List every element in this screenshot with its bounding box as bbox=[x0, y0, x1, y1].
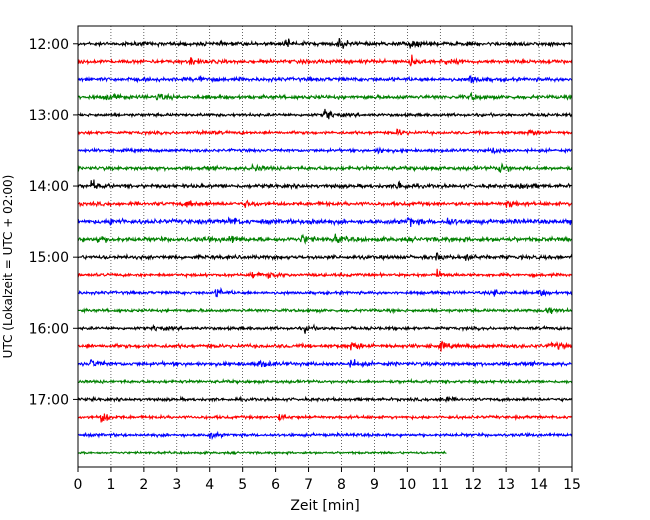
trace-1645 bbox=[77, 377, 573, 386]
trace-1445 bbox=[77, 233, 573, 245]
trace-1315 bbox=[77, 128, 573, 137]
trace-1715 bbox=[77, 413, 572, 423]
x-tick-label: 9 bbox=[370, 477, 379, 493]
trace-1245 bbox=[77, 91, 573, 102]
x-tick-label: 0 bbox=[74, 477, 83, 493]
x-tick-label: 5 bbox=[238, 477, 247, 493]
trace-1745 bbox=[77, 450, 447, 456]
x-ticks: 0 1 2 3 4 5 6 7 8 9 10 11 12 13 14 15 bbox=[74, 467, 581, 493]
x-tick-label: 1 bbox=[106, 477, 115, 493]
y-tick-label: 12:00 bbox=[29, 37, 69, 53]
trace-1330 bbox=[77, 146, 573, 155]
x-axis-label: Zeit [min] bbox=[290, 498, 359, 514]
x-tick-label: 15 bbox=[563, 477, 581, 493]
y-tick-label: 17:00 bbox=[29, 392, 69, 408]
y-tick-label: 13:00 bbox=[29, 108, 69, 124]
y-tick-label: 15:00 bbox=[29, 250, 69, 266]
x-tick-label: 7 bbox=[304, 477, 313, 493]
x-tick-label: 14 bbox=[530, 477, 548, 493]
trace-1415 bbox=[77, 199, 572, 208]
x-tick-label: 11 bbox=[431, 477, 449, 493]
x-tick-label: 10 bbox=[398, 477, 416, 493]
x-tick-label: 4 bbox=[205, 477, 214, 493]
trace-1430 bbox=[77, 216, 573, 227]
y-tick-label: 14:00 bbox=[29, 179, 69, 195]
trace-1545 bbox=[77, 306, 573, 315]
x-tick-label: 3 bbox=[172, 477, 181, 493]
trace-1345 bbox=[77, 162, 573, 174]
y-tick-label: 16:00 bbox=[29, 321, 69, 337]
x-tick-label: 6 bbox=[271, 477, 280, 493]
trace-1700 bbox=[77, 395, 573, 404]
trace-1600 bbox=[77, 323, 572, 334]
trace-1500 bbox=[77, 252, 573, 262]
trace-1630 bbox=[77, 359, 572, 368]
x-tick-label: 8 bbox=[337, 477, 346, 493]
trace-1400 bbox=[77, 179, 573, 191]
traces bbox=[77, 38, 573, 456]
trace-1730 bbox=[77, 430, 573, 441]
y-ticks: 12:00 13:00 14:00 15:00 16:00 17:00 bbox=[29, 37, 78, 408]
x-tick-label: 12 bbox=[464, 477, 482, 493]
trace-1230 bbox=[77, 74, 573, 84]
trace-1300 bbox=[77, 108, 573, 120]
y-axis-label: UTC (Lokalzeit = UTC + 02:00) bbox=[1, 175, 15, 359]
trace-1530 bbox=[77, 286, 573, 298]
x-tick-label: 13 bbox=[497, 477, 515, 493]
trace-1615 bbox=[77, 340, 573, 352]
trace-1200 bbox=[77, 38, 573, 49]
trace-1215 bbox=[77, 54, 573, 67]
x-tick-label: 2 bbox=[139, 477, 148, 493]
trace-1515 bbox=[77, 268, 572, 279]
plot-frame bbox=[77, 25, 573, 468]
